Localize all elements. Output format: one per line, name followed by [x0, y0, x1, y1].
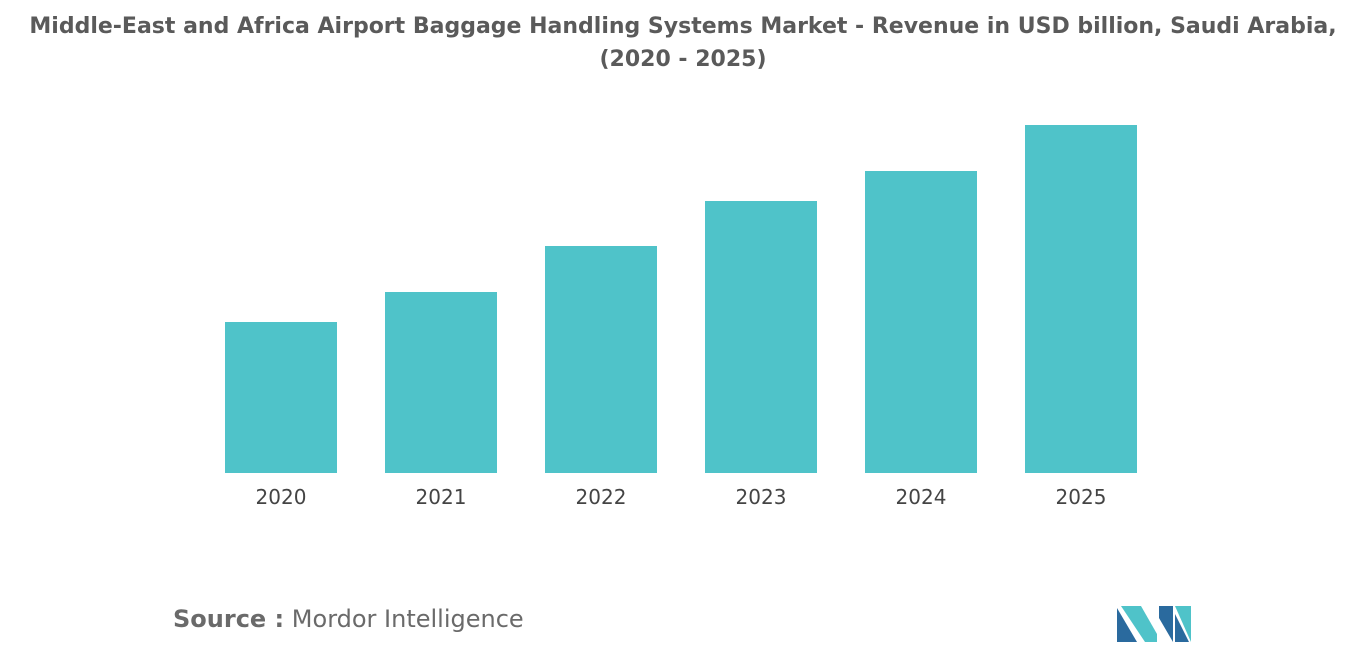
source-label: Source :: [173, 605, 285, 633]
x-tick-label: 2021: [416, 485, 467, 509]
x-tick-label: 2023: [736, 485, 787, 509]
logo: [1117, 606, 1191, 642]
logo-shape: [1175, 614, 1189, 642]
logo-shape: [1121, 606, 1157, 642]
x-tick-label: 2024: [896, 485, 947, 509]
source-name: Mordor Intelligence: [291, 605, 524, 633]
source: Source : Mordor Intelligence: [173, 605, 524, 633]
chart-title: Middle-East and Africa Airport Baggage H…: [29, 14, 1337, 72]
bar: [385, 292, 497, 473]
logo-shape: [1175, 606, 1191, 642]
bar: [865, 171, 977, 473]
bar: [545, 246, 657, 473]
x-tick-label: 2020: [256, 485, 307, 509]
chart: 2020 2021 2022 2023 2024 2025: [225, 125, 1137, 509]
logo-shape: [1117, 608, 1137, 642]
x-tick-label: 2025: [1056, 485, 1107, 509]
x-tick-label: 2022: [576, 485, 627, 509]
bar: [225, 322, 337, 473]
bar: [705, 201, 817, 473]
bar: [1025, 125, 1137, 473]
logo-shape: [1159, 606, 1173, 642]
